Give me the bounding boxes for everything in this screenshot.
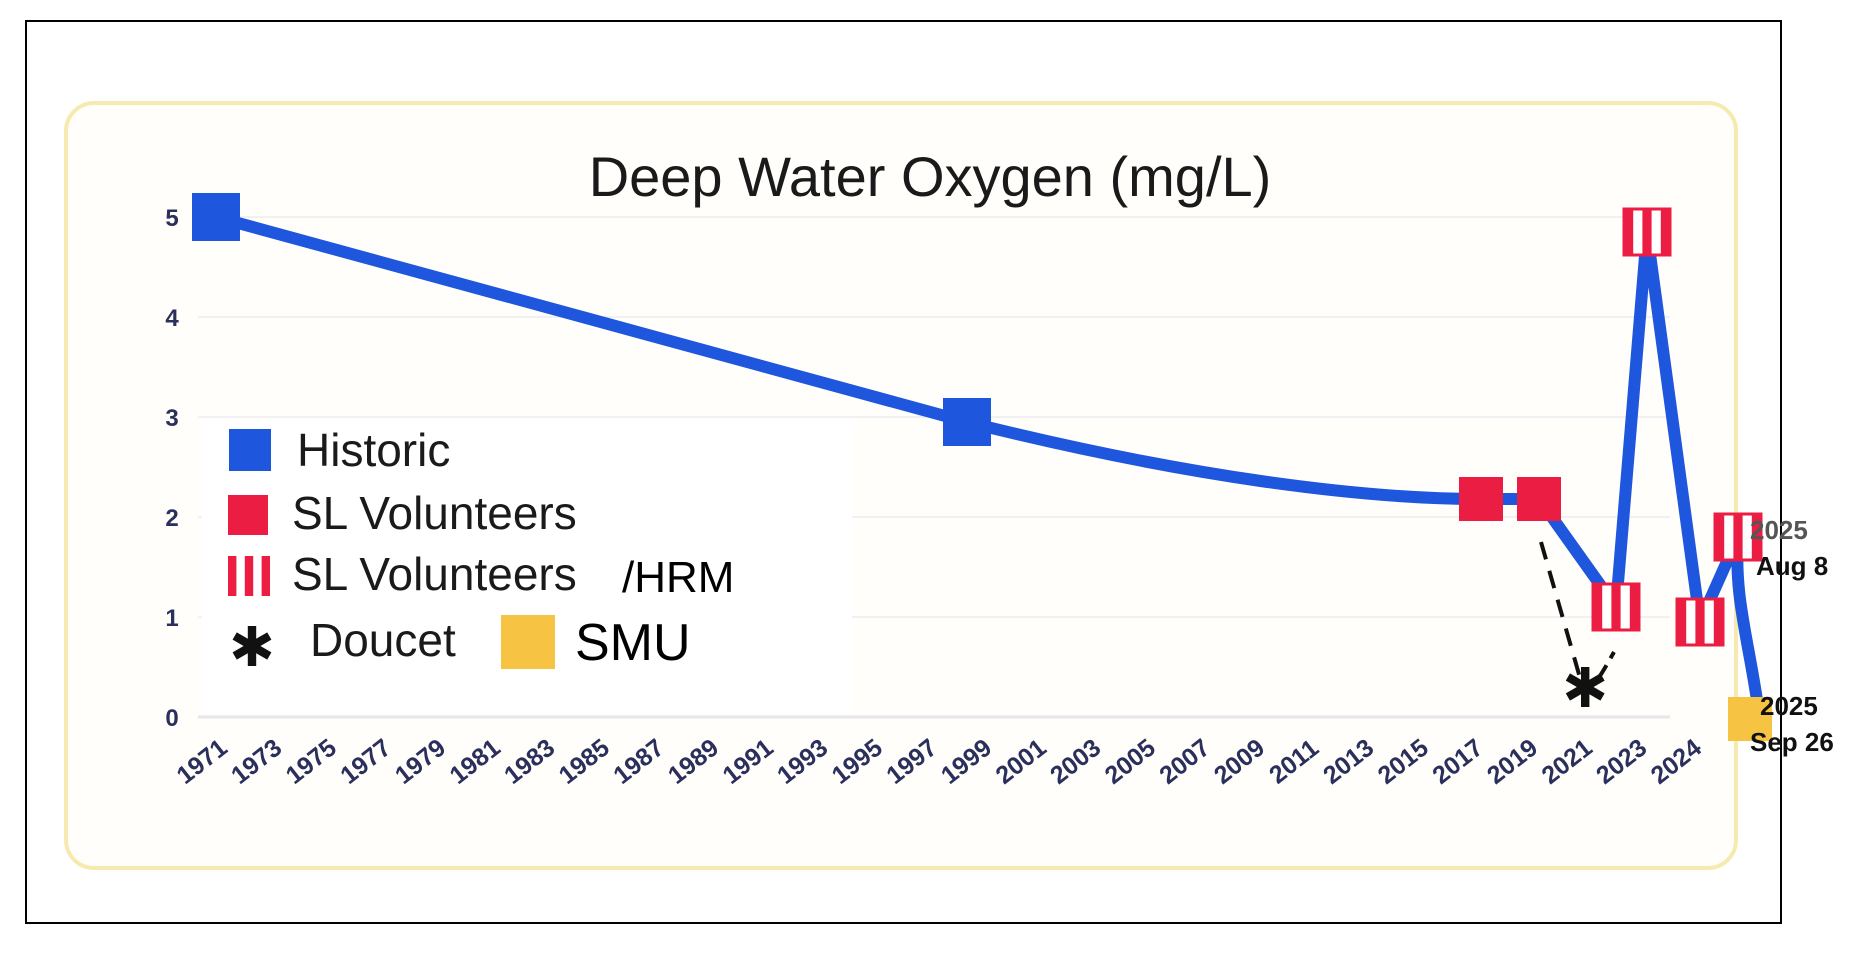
legend-marker-sl-volunteers-hrm bbox=[228, 556, 270, 596]
legend-marker-smu bbox=[501, 615, 555, 669]
legend-label-sl-volunteers-hrm: SL Volunteers bbox=[292, 548, 577, 600]
striped-marker-stripe bbox=[1751, 514, 1761, 560]
chart-title: Deep Water Oxygen (mg/L) bbox=[589, 145, 1272, 208]
y-tick-label: 1 bbox=[165, 605, 178, 632]
striped-marker-stripe bbox=[1660, 209, 1670, 255]
striped-marker-stripe bbox=[1593, 584, 1603, 630]
sl-volunteers-hrm-marker bbox=[1675, 597, 1725, 647]
sl-volunteers-hrm-marker bbox=[1713, 512, 1763, 562]
sl-volunteers-marker bbox=[1517, 477, 1561, 521]
legend-label-hrm-suffix: /HRM bbox=[622, 553, 734, 602]
y-tick-label: 4 bbox=[165, 305, 179, 332]
legend-label-sl-volunteers: SL Volunteers bbox=[292, 487, 577, 539]
striped-marker-stripe bbox=[1611, 584, 1621, 630]
striped-marker-stripe bbox=[1733, 514, 1743, 560]
striped-marker-stripe bbox=[1713, 599, 1723, 645]
legend-label-smu: SMU bbox=[575, 614, 691, 672]
striped-marker-stripe bbox=[1695, 599, 1705, 645]
point-annotation-date: Sep 26 bbox=[1750, 727, 1834, 757]
legend-label-historic: Historic bbox=[297, 424, 450, 476]
legend-marker-sl-volunteers bbox=[228, 495, 268, 535]
y-tick-label: 5 bbox=[165, 205, 178, 232]
striped-marker-stripe bbox=[1624, 209, 1634, 255]
y-axis: 0 1 2 3 4 5 bbox=[165, 205, 179, 732]
striped-marker-stripe bbox=[1715, 514, 1725, 560]
historic-marker bbox=[943, 398, 991, 446]
y-tick-label: 3 bbox=[165, 405, 178, 432]
point-annotation-year: 2025 bbox=[1760, 691, 1818, 721]
series-markers bbox=[192, 193, 1772, 741]
legend: Historic SL Volunteers SL Volunteers/HRM Do… bbox=[202, 420, 852, 715]
striped-marker-stripe bbox=[1629, 584, 1639, 630]
legend-stripe bbox=[228, 556, 237, 596]
striped-marker-stripe bbox=[1677, 599, 1687, 645]
sl-volunteers-hrm-marker bbox=[1591, 582, 1641, 632]
asterisk-stroke bbox=[1565, 673, 1605, 701]
legend-stripe bbox=[261, 556, 270, 596]
point-annotation-year: 2025 bbox=[1750, 515, 1808, 545]
legend-stripe bbox=[244, 556, 254, 596]
doucet-asterisk-marker bbox=[1565, 667, 1605, 707]
asterisk-stroke bbox=[232, 632, 272, 660]
doucet-dashed-line bbox=[1539, 541, 1582, 676]
legend-marker-doucet bbox=[232, 626, 272, 666]
legend-marker-historic bbox=[229, 429, 271, 471]
striped-marker-stripe bbox=[1642, 209, 1652, 255]
historic-marker bbox=[192, 193, 240, 241]
oxygen-series-line bbox=[210, 211, 1764, 713]
y-tick-label: 2 bbox=[165, 505, 178, 532]
y-tick-label: 0 bbox=[165, 705, 178, 732]
annotations: 2025 Aug 8 2025 Sep 26 bbox=[1750, 515, 1834, 757]
sl-volunteers-marker bbox=[1459, 477, 1503, 521]
sl-volunteers-hrm-marker bbox=[1622, 207, 1672, 257]
legend-label-doucet: Doucet bbox=[310, 614, 456, 666]
point-annotation-date: Aug 8 bbox=[1756, 551, 1828, 581]
smu-marker bbox=[1728, 697, 1772, 741]
